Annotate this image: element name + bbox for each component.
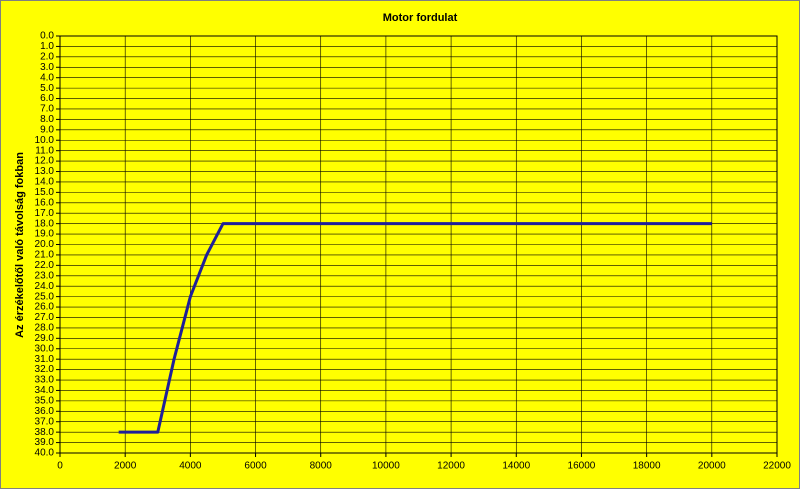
y-tick-label: 14.0	[35, 177, 55, 188]
y-tick-label: 6.0	[40, 93, 54, 104]
y-tick-label: 31.0	[35, 354, 55, 365]
y-tick-label: 29.0	[35, 333, 55, 344]
y-tick-label: 17.0	[35, 208, 55, 219]
y-tick-label: 9.0	[40, 124, 54, 135]
y-tick-label: 21.0	[35, 250, 55, 261]
y-tick-label: 1.0	[40, 41, 54, 52]
x-tick-label: 20000	[698, 461, 726, 472]
y-tick-label: 0.0	[40, 31, 54, 42]
y-tick-label: 27.0	[35, 312, 55, 323]
y-tick-label: 16.0	[35, 197, 55, 208]
y-tick-label: 33.0	[35, 375, 55, 386]
y-tick-label: 15.0	[35, 187, 55, 198]
y-tick-label: 2.0	[40, 51, 54, 62]
y-tick-label: 3.0	[40, 62, 54, 73]
y-tick-label: 19.0	[35, 229, 55, 240]
y-tick-label: 36.0	[35, 406, 55, 417]
data-line	[118, 222, 712, 434]
y-tick-label: 5.0	[40, 83, 54, 94]
y-tick-label: 8.0	[40, 114, 54, 125]
y-tick-label: 13.0	[35, 166, 55, 177]
x-tick-label: 22000	[763, 461, 791, 472]
y-tick-label: 38.0	[35, 427, 55, 438]
y-tick-label: 20.0	[35, 239, 55, 250]
y-tick-label: 32.0	[35, 364, 55, 375]
x-tick-label: 6000	[244, 461, 267, 472]
y-tick-label: 18.0	[35, 218, 55, 229]
y-tick-label: 26.0	[35, 302, 55, 313]
y-tick-label: 23.0	[35, 270, 55, 281]
x-tick-label: 12000	[437, 461, 465, 472]
x-tick-label: 0	[57, 461, 63, 472]
x-tick-label: 8000	[310, 461, 333, 472]
x-tick-label: 14000	[502, 461, 530, 472]
chart-title: Motor fordulat	[383, 12, 458, 24]
y-tick-label: 34.0	[35, 385, 55, 396]
y-tick-label: 39.0	[35, 437, 55, 448]
y-tick-label: 30.0	[35, 343, 55, 354]
y-tick-label: 11.0	[35, 145, 54, 156]
y-tick-label: 35.0	[35, 396, 55, 407]
x-tick-label: 18000	[633, 461, 661, 472]
x-tick-label: 2000	[114, 461, 137, 472]
y-tick-label: 22.0	[35, 260, 55, 271]
x-tick-label: 10000	[372, 461, 400, 472]
y-axis-label: Az érzékelőtől való távolság fokban	[14, 152, 26, 338]
y-tick-label: 24.0	[35, 281, 55, 292]
y-tick-label: 37.0	[35, 416, 55, 427]
y-tick-label: 28.0	[35, 323, 55, 334]
y-tick-label: 12.0	[35, 156, 55, 167]
x-tick-label: 4000	[179, 461, 202, 472]
y-tick-label: 4.0	[40, 72, 54, 83]
y-tick-label: 7.0	[40, 104, 54, 115]
y-tick-label: 25.0	[35, 291, 55, 302]
y-tick-label: 40.0	[35, 448, 55, 459]
x-tick-label: 16000	[568, 461, 596, 472]
y-tick-label: 10.0	[35, 135, 55, 146]
